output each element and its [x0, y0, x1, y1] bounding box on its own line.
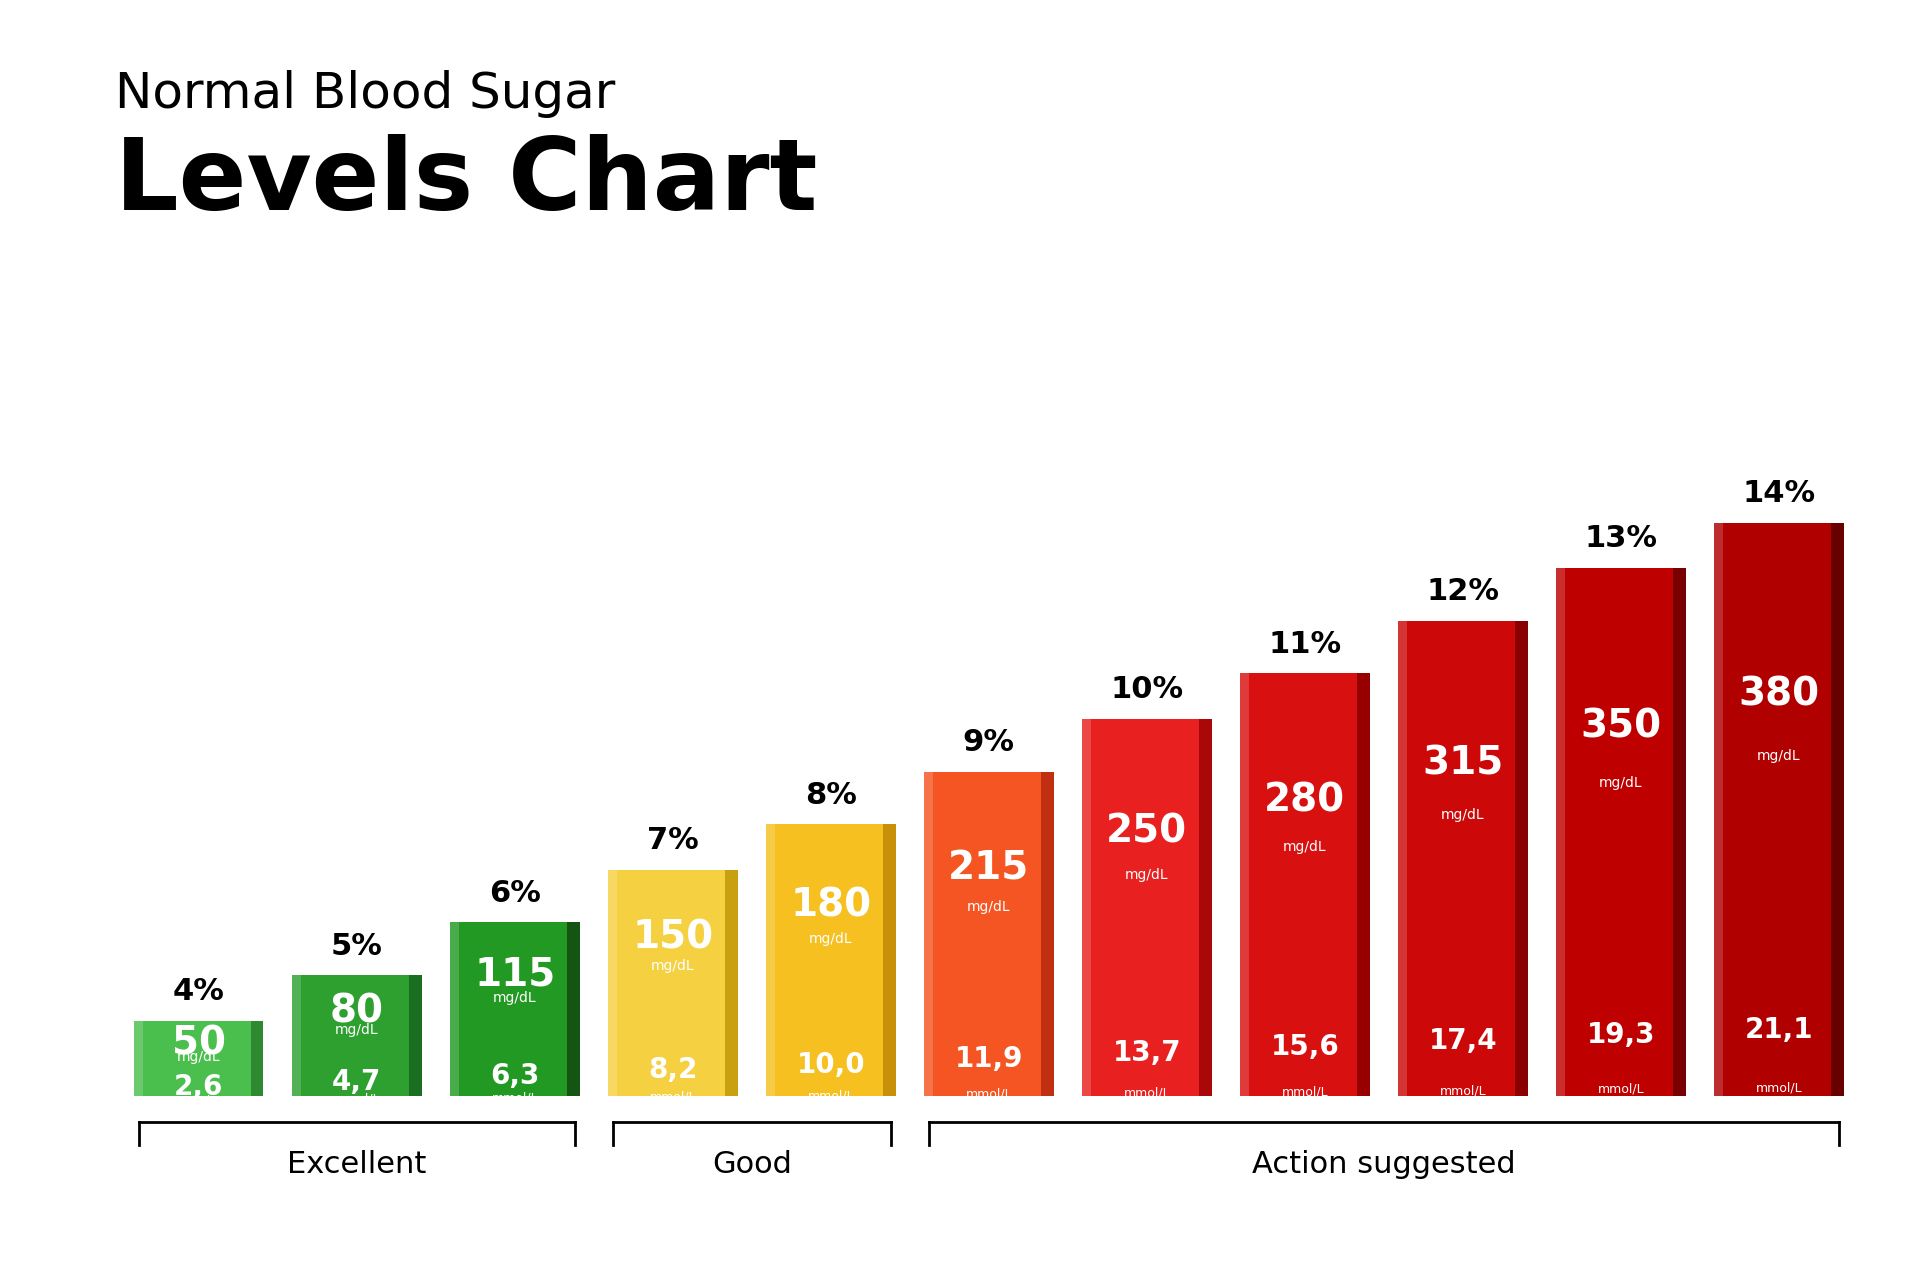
- Text: mg/dL: mg/dL: [493, 991, 536, 1005]
- Text: 13%: 13%: [1584, 525, 1657, 553]
- Text: 280: 280: [1263, 781, 1346, 819]
- Text: 115: 115: [474, 955, 555, 993]
- Bar: [1041, 772, 1054, 1096]
- Bar: [566, 923, 580, 1096]
- Bar: [1715, 522, 1843, 1096]
- Text: 350: 350: [1580, 708, 1661, 745]
- Bar: [1555, 568, 1686, 1096]
- Text: Good: Good: [712, 1151, 791, 1179]
- Text: mg/dL: mg/dL: [1757, 749, 1801, 763]
- Text: mg/dL: mg/dL: [808, 932, 852, 946]
- Bar: [766, 824, 895, 1096]
- Text: 10,0: 10,0: [797, 1051, 866, 1079]
- Bar: [1240, 673, 1250, 1096]
- Text: 315: 315: [1423, 744, 1503, 782]
- Text: mg/dL: mg/dL: [1283, 841, 1327, 854]
- Bar: [609, 869, 737, 1096]
- Bar: [292, 975, 422, 1096]
- Text: mg/dL: mg/dL: [651, 959, 695, 973]
- Text: 8%: 8%: [804, 781, 856, 810]
- Text: 150: 150: [632, 919, 714, 956]
- Bar: [1083, 719, 1212, 1096]
- Text: mg/dL: mg/dL: [177, 1051, 221, 1065]
- Text: mmol/L: mmol/L: [649, 1091, 697, 1103]
- Bar: [1357, 673, 1369, 1096]
- Text: 6,3: 6,3: [490, 1062, 540, 1091]
- Bar: [1715, 522, 1722, 1096]
- Bar: [134, 1020, 142, 1096]
- Text: mg/dL: mg/dL: [1442, 809, 1484, 822]
- Text: 7%: 7%: [647, 827, 699, 855]
- Text: 4%: 4%: [173, 977, 225, 1006]
- Bar: [1555, 568, 1565, 1096]
- Bar: [134, 1020, 263, 1096]
- Text: mmol/L: mmol/L: [1123, 1087, 1169, 1100]
- Text: mmol/L: mmol/L: [966, 1088, 1012, 1101]
- Text: Normal Blood Sugar: Normal Blood Sugar: [115, 70, 616, 119]
- Bar: [1672, 568, 1686, 1096]
- Text: Levels Chart: Levels Chart: [115, 134, 818, 232]
- Text: mg/dL: mg/dL: [968, 900, 1010, 914]
- Text: 380: 380: [1738, 676, 1820, 713]
- Text: 9%: 9%: [962, 728, 1016, 758]
- Text: 17,4: 17,4: [1428, 1028, 1498, 1055]
- Text: mmol/L: mmol/L: [1281, 1085, 1329, 1098]
- Bar: [449, 923, 580, 1096]
- Bar: [724, 869, 737, 1096]
- Bar: [250, 1020, 263, 1096]
- Text: 14%: 14%: [1741, 479, 1816, 508]
- Bar: [1240, 673, 1369, 1096]
- Text: mg/dL: mg/dL: [334, 1023, 378, 1037]
- Bar: [766, 824, 776, 1096]
- Text: 180: 180: [791, 887, 872, 925]
- Text: mmol/L: mmol/L: [1755, 1082, 1803, 1094]
- Text: 15,6: 15,6: [1271, 1033, 1340, 1061]
- Bar: [449, 923, 459, 1096]
- Text: 13,7: 13,7: [1112, 1038, 1181, 1066]
- Text: 10%: 10%: [1110, 676, 1183, 704]
- Bar: [409, 975, 422, 1096]
- Text: 250: 250: [1106, 813, 1187, 851]
- Text: mg/dL: mg/dL: [1125, 868, 1169, 882]
- Text: 21,1: 21,1: [1745, 1016, 1812, 1044]
- Text: 215: 215: [948, 850, 1029, 888]
- Text: 2,6: 2,6: [175, 1074, 223, 1101]
- Text: 5%: 5%: [330, 932, 382, 961]
- Text: mmol/L: mmol/L: [492, 1092, 538, 1105]
- Bar: [292, 975, 301, 1096]
- Text: 6%: 6%: [490, 879, 541, 908]
- Bar: [1083, 719, 1091, 1096]
- Text: 19,3: 19,3: [1586, 1021, 1655, 1050]
- Text: 8,2: 8,2: [649, 1056, 697, 1084]
- Bar: [924, 772, 933, 1096]
- Text: mmol/L: mmol/L: [1440, 1084, 1486, 1097]
- Text: Excellent: Excellent: [288, 1151, 426, 1179]
- Text: 50: 50: [171, 1024, 227, 1062]
- Bar: [924, 772, 1054, 1096]
- Text: 12%: 12%: [1427, 577, 1500, 607]
- Bar: [1515, 621, 1528, 1096]
- Text: Action suggested: Action suggested: [1252, 1151, 1515, 1179]
- Text: mmol/L: mmol/L: [175, 1094, 223, 1107]
- Bar: [609, 869, 616, 1096]
- Text: mmol/L: mmol/L: [808, 1089, 854, 1102]
- Bar: [1398, 621, 1528, 1096]
- Bar: [1398, 621, 1407, 1096]
- Text: 4,7: 4,7: [332, 1068, 382, 1096]
- Text: 80: 80: [330, 992, 384, 1030]
- Text: mg/dL: mg/dL: [1599, 777, 1644, 791]
- Bar: [1830, 522, 1843, 1096]
- Text: mmol/L: mmol/L: [1597, 1083, 1644, 1096]
- Text: mmol/L: mmol/L: [334, 1093, 380, 1106]
- Text: 11,9: 11,9: [954, 1044, 1023, 1073]
- Bar: [1198, 719, 1212, 1096]
- Text: 11%: 11%: [1269, 630, 1342, 659]
- Bar: [883, 824, 895, 1096]
